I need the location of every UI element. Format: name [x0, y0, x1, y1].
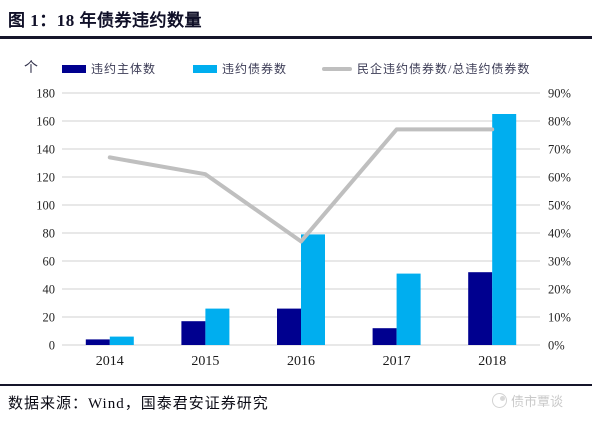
x-axis-label-2015: 2015: [191, 354, 219, 369]
left-axis-tick-label: 120: [36, 171, 55, 185]
right-axis-tick-label: 10%: [548, 311, 571, 325]
watermark-text: 债市覃谈: [511, 394, 564, 409]
legend-label: 违约债券数: [222, 62, 288, 76]
bar-issuers-2017: [372, 328, 397, 345]
left-axis-tick-label: 100: [36, 199, 55, 213]
data-source-text: 数据来源：Wind，国泰君安证券研究: [8, 396, 269, 412]
bar-bonds-2018: [492, 114, 517, 345]
footer-rule: [0, 384, 592, 386]
y-axis-unit-label: 个: [24, 61, 38, 76]
bar-bonds-2017: [396, 273, 421, 345]
legend-label: 民企违约债券数/总违约债券数: [357, 62, 531, 76]
left-axis-tick-label: 80: [43, 227, 56, 241]
right-axis-tick-label: 50%: [548, 199, 571, 213]
x-axis-label-2017: 2017: [383, 354, 411, 369]
left-axis-tick-label: 60: [43, 255, 56, 269]
x-axis-label-2018: 2018: [478, 354, 506, 369]
bar-issuers-2015: [181, 321, 206, 345]
bar-bonds-2014: [109, 336, 134, 345]
watermark-logo-icon: [492, 393, 507, 408]
ratio-line: [107, 127, 495, 244]
right-axis-tick-label: 70%: [548, 143, 571, 157]
right-axis-tick-label: 40%: [548, 227, 571, 241]
left-axis-tick-label: 180: [36, 87, 55, 101]
right-axis-tick-label: 80%: [548, 115, 571, 129]
issuers-swatch-icon: [62, 64, 86, 73]
legend-label: 违约主体数: [91, 62, 157, 76]
legend-item-bonds: 违约债券数: [193, 60, 287, 77]
legend-item-ratio: 民企违约债券数/总违约债券数: [322, 60, 530, 77]
bar-bonds-2016: [301, 234, 325, 345]
right-axis-tick-label: 30%: [548, 255, 571, 269]
right-axis-tick-label: 0%: [548, 339, 565, 353]
left-axis-tick-label: 0: [49, 339, 55, 353]
ratio-line-swatch-icon: [322, 66, 352, 71]
left-axis-tick-label: 20: [43, 311, 56, 325]
right-axis-tick-label: 90%: [548, 87, 571, 101]
title-underline: [0, 36, 592, 39]
right-axis-tick-label: 60%: [548, 171, 571, 185]
x-axis-label-2014: 2014: [96, 354, 124, 369]
left-axis-tick-label: 40: [43, 283, 56, 297]
figure-title: 图 1：18 年债券违约数量: [8, 11, 202, 30]
bar-issuers-2018: [468, 272, 493, 345]
watermark: 债市覃谈: [492, 391, 563, 410]
left-axis-tick-label: 160: [36, 115, 55, 129]
left-axis-tick-label: 140: [36, 143, 55, 157]
bar-issuers-2016: [277, 308, 301, 345]
legend-item-issuers: 违约主体数: [62, 60, 156, 77]
bar-issuers-2014: [85, 339, 110, 345]
bonds-swatch-icon: [193, 64, 217, 73]
chart-canvas: 180 90% 160 80% 140 70% 120 60% 100 50% 80 40% 60 30%…: [36, 87, 571, 370]
bar-bonds-2015: [205, 308, 230, 345]
x-axis-label-2016: 2016: [287, 354, 315, 369]
right-axis-tick-label: 20%: [548, 283, 571, 297]
